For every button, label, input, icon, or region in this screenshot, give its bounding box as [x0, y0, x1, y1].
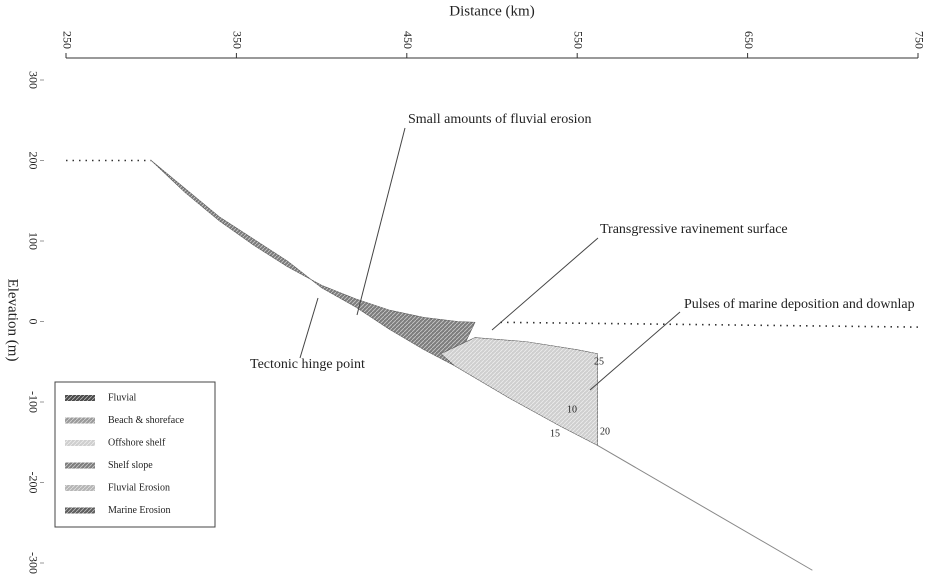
legend-label: Beach & shoreface: [108, 415, 185, 426]
profile-line: [598, 445, 813, 570]
y-axis-title: Elevation (m): [5, 279, 21, 362]
x-axis-title: Distance (km): [449, 3, 534, 19]
annotation: Transgressive ravinement surface: [600, 222, 788, 237]
y-tick-label: 100: [26, 232, 40, 250]
stratal-hatch: [441, 338, 598, 446]
legend-label: Shelf slope: [108, 460, 153, 471]
profile-line: [501, 322, 920, 327]
clinoform-label: 20: [600, 426, 610, 437]
x-tick-label: 750: [912, 31, 926, 49]
legend-label: Offshore shelf: [108, 437, 166, 448]
legend-swatch-hatch: [65, 508, 95, 514]
legend-swatch-hatch: [65, 440, 95, 446]
leader-line: [300, 298, 318, 358]
stratal-hatch: [151, 161, 475, 366]
leader-line: [357, 128, 405, 315]
y-tick-label: -100: [26, 391, 40, 413]
y-tick-label: -200: [26, 472, 40, 494]
y-tick-label: 200: [26, 152, 40, 170]
legend-swatch-hatch: [65, 395, 95, 401]
leader-line: [590, 312, 680, 390]
clinoform-label: 15: [550, 428, 560, 439]
leader-line: [492, 238, 598, 330]
clinoform-label: 10: [567, 404, 577, 415]
x-tick-label: 350: [231, 31, 245, 49]
clinoform-label: 25: [594, 356, 604, 367]
legend-label: Marine Erosion: [108, 505, 171, 516]
chart: Distance (km) Elevation (m) 250350450550…: [0, 0, 933, 577]
y-tick-label: -300: [26, 552, 40, 574]
annotation: Pulses of marine deposition and downlap: [684, 297, 915, 312]
y-tick-label: 300: [26, 71, 40, 89]
x-tick-label: 450: [401, 31, 415, 49]
x-tick-label: 650: [742, 31, 756, 49]
annotation: Tectonic hinge point: [250, 357, 365, 372]
legend-swatch-hatch: [65, 463, 95, 469]
x-tick-label: 250: [60, 31, 74, 49]
legend-swatch-hatch: [65, 485, 95, 491]
annotation: Small amounts of fluvial erosion: [408, 112, 592, 127]
x-tick-label: 550: [571, 31, 585, 49]
legend-swatch-hatch: [65, 418, 95, 424]
legend-label: Fluvial Erosion: [108, 482, 170, 493]
y-tick-label: 0: [26, 319, 40, 325]
legend-label: Fluvial: [108, 392, 137, 403]
